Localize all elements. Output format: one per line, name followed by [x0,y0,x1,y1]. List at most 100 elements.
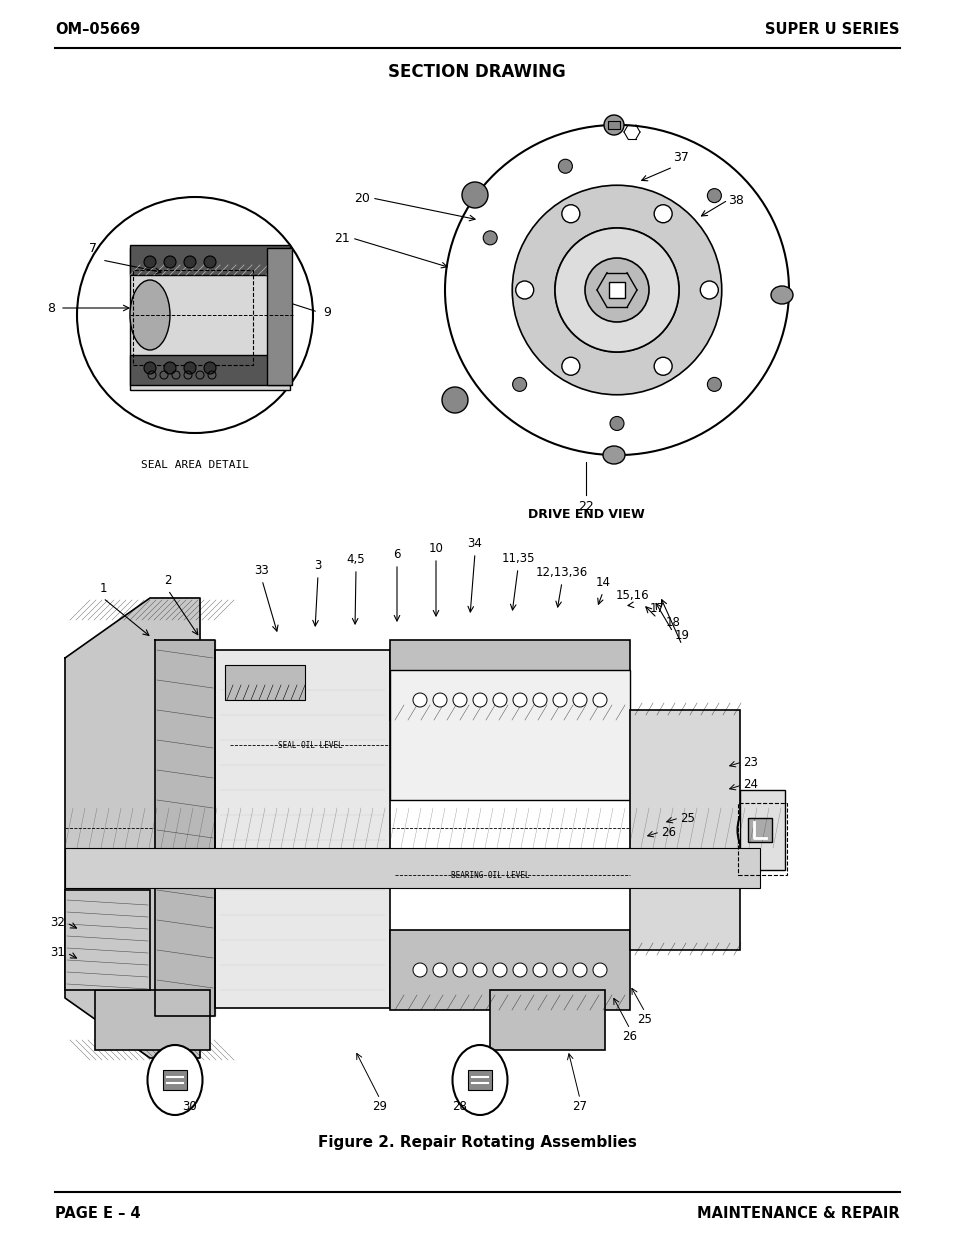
Text: 33: 33 [254,564,269,577]
Bar [747,818,771,842]
Circle shape [707,189,720,203]
Bar [390,930,629,1010]
Circle shape [707,378,720,391]
Circle shape [654,357,672,375]
Circle shape [204,362,215,374]
Bar [490,990,604,1050]
Circle shape [516,282,533,299]
Circle shape [513,693,526,706]
Circle shape [609,416,623,431]
Text: 17: 17 [649,601,664,615]
Circle shape [164,362,175,374]
Bar [629,710,740,950]
Circle shape [184,256,195,268]
Text: 3: 3 [314,559,321,572]
Text: Figure 2. Repair Rotating Assemblies: Figure 2. Repair Rotating Assemblies [317,1135,636,1151]
Text: SUPER U SERIES: SUPER U SERIES [764,22,899,37]
Bar [225,664,305,700]
Text: 8: 8 [47,301,55,315]
Bar [738,803,786,876]
Text: 11,35: 11,35 [500,552,535,564]
Circle shape [184,362,195,374]
Circle shape [493,693,506,706]
Text: SEAL OIL LEVEL: SEAL OIL LEVEL [277,741,342,750]
Ellipse shape [148,1045,202,1115]
Bar [740,790,784,869]
Circle shape [493,963,506,977]
Ellipse shape [737,800,781,860]
Circle shape [561,205,579,222]
Text: DRIVE END VIEW: DRIVE END VIEW [527,508,643,521]
Bar [130,354,290,385]
Circle shape [77,198,313,433]
Text: MAINTENANCE & REPAIR: MAINTENANCE & REPAIR [697,1205,899,1220]
Text: 7: 7 [89,242,97,254]
Text: OM–05669: OM–05669 [55,22,140,37]
Text: 2: 2 [164,574,172,587]
Circle shape [573,693,586,706]
Text: 10: 10 [428,542,443,555]
Text: 27: 27 [572,1100,587,1113]
Bar [130,248,290,390]
Circle shape [413,963,427,977]
Text: 15,16: 15,16 [615,589,648,601]
Polygon shape [65,598,200,1058]
Circle shape [593,963,606,977]
Circle shape [453,963,467,977]
Text: 20: 20 [354,191,370,205]
Circle shape [413,693,427,706]
Text: SEAL AREA DETAIL: SEAL AREA DETAIL [141,459,249,471]
Bar [132,270,253,366]
Text: 37: 37 [672,151,688,164]
Circle shape [473,963,486,977]
Bar [95,990,210,1050]
Circle shape [533,693,546,706]
Circle shape [584,258,648,322]
Text: 34: 34 [467,537,482,550]
Text: 9: 9 [323,305,331,319]
Bar [390,640,629,720]
Circle shape [593,693,606,706]
Text: BEARING OIL LEVEL: BEARING OIL LEVEL [450,871,529,879]
Circle shape [654,205,672,222]
Circle shape [433,963,447,977]
Circle shape [555,228,679,352]
Text: 38: 38 [727,194,743,206]
Bar [130,245,290,275]
Circle shape [603,115,623,135]
Circle shape [553,693,566,706]
Bar [65,890,150,990]
Text: 32: 32 [51,915,65,929]
Circle shape [164,256,175,268]
Bar [214,650,390,1008]
Circle shape [461,182,488,207]
Ellipse shape [602,446,624,464]
Text: 31: 31 [51,946,65,958]
Text: 21: 21 [334,231,350,245]
Circle shape [441,387,468,412]
Text: 26: 26 [660,825,676,839]
Text: 19: 19 [674,629,689,642]
Circle shape [473,693,486,706]
Bar [468,1070,492,1091]
Text: 23: 23 [742,756,757,768]
Bar [607,121,619,128]
Circle shape [144,256,156,268]
Circle shape [204,256,215,268]
Text: 25: 25 [679,811,694,825]
Circle shape [700,282,718,299]
Circle shape [553,963,566,977]
Text: 12,13,36: 12,13,36 [536,566,587,579]
Text: 6: 6 [393,548,400,561]
Text: 1: 1 [99,582,107,595]
Text: 28: 28 [452,1100,467,1113]
Ellipse shape [130,280,170,350]
Text: 25: 25 [637,1013,652,1026]
Bar [163,1070,187,1091]
Bar [608,282,624,298]
Text: 4,5: 4,5 [346,553,365,566]
Text: 14: 14 [595,576,610,589]
Wedge shape [512,185,721,395]
Ellipse shape [452,1045,507,1115]
Ellipse shape [770,287,792,304]
